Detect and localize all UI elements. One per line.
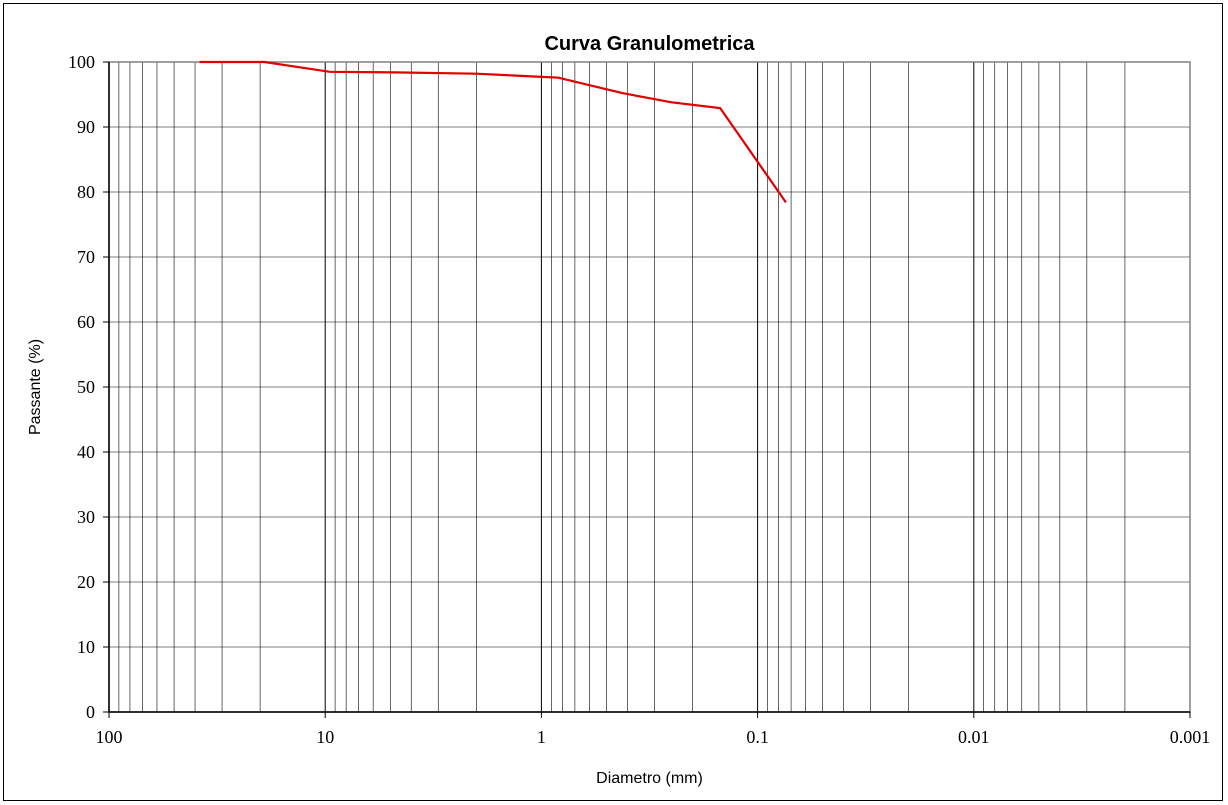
x-tick-label: 0.001 <box>1170 727 1211 747</box>
y-tick-label: 10 <box>77 637 95 657</box>
x-axis-label: Diametro (mm) <box>596 770 703 787</box>
y-tick-label: 90 <box>77 117 95 137</box>
y-tick-label: 0 <box>86 702 95 722</box>
series-layer <box>199 60 787 204</box>
tick-label-layer: 0 10 20 30 40 50 60 70 80 90 100 100 10 1 0.1 0.01 0.001 <box>68 52 1210 747</box>
x-tick-label: 100 <box>96 727 123 747</box>
x-tick-label: 10 <box>316 727 334 747</box>
y-axis-label: Passante (%) <box>27 339 44 435</box>
y-tick-label: 70 <box>77 247 95 267</box>
y-tick-label: 60 <box>77 312 95 332</box>
x-tick-label: 0.01 <box>958 727 990 747</box>
y-tick-label: 30 <box>77 507 95 527</box>
series-line <box>199 60 787 204</box>
x-tick-label: 1 <box>537 727 546 747</box>
y-tick-label: 80 <box>77 182 95 202</box>
y-tick-label: 100 <box>68 52 95 72</box>
chart-title: Curva Granulometrica <box>544 33 755 55</box>
axis-layer <box>103 61 1191 718</box>
y-tick-label: 40 <box>77 442 95 462</box>
y-tick-label: 20 <box>77 572 95 592</box>
grid-layer <box>109 61 1191 713</box>
x-tick-label: 0.1 <box>746 727 769 747</box>
y-tick-label: 50 <box>77 377 95 397</box>
